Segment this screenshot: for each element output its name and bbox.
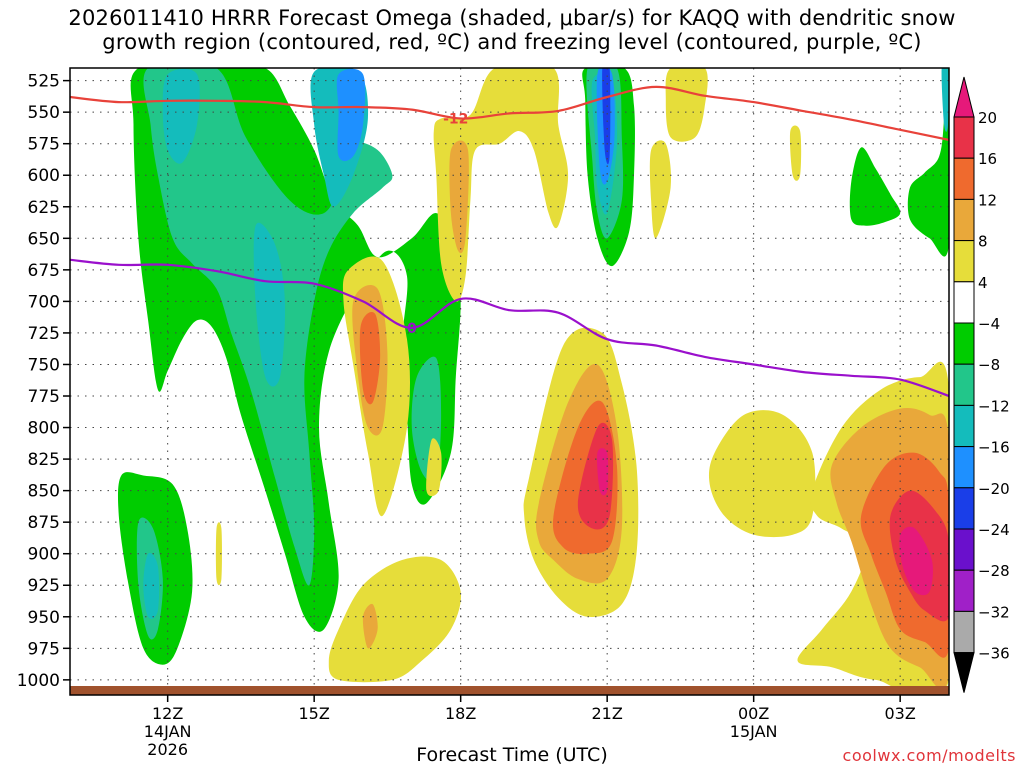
pressure-tick-label: 525 [28,72,60,92]
colorbar-label: 12 [978,191,997,209]
colorbar-swatch [953,116,975,159]
omega-region-gold [449,140,469,254]
omega-region-yellow [789,125,802,181]
time-tick-label: 00Z [738,704,769,723]
colorbar-label: −36 [978,645,1010,663]
pressure-tick-label: 875 [28,513,60,533]
colorbar-swatch [953,569,975,612]
pressure-tick-label: 600 [28,166,60,186]
colorbar-label: 8 [978,233,988,251]
colorbar-swatch [953,610,975,654]
colorbar-label: −20 [978,480,1010,498]
omega-colorbar: 20 16 12 8 4 −4 −8 −12 −16 −20 −24 −28 −32 −36 [953,76,1010,693]
colorbar-label: −24 [978,521,1010,539]
omega-region-yellow [328,556,462,683]
colorbar-swatch [953,198,975,242]
colorbar-bottom-arrow [953,652,975,693]
time-tick-label: 18Z [445,704,476,723]
omega-region-teal [143,552,160,619]
pressure-tick-label: 650 [28,229,60,249]
omega-region-teal [253,222,286,387]
time-tick-year: 2026 [147,740,188,759]
omega-region-magenta [597,448,609,496]
omega-region-gold [362,603,378,649]
time-tick-label: 21Z [592,704,623,723]
omega-shading [117,68,949,695]
omega-region-yellow [708,410,816,538]
chart-title-line-2: growth region (contoured, red, ºC) and f… [102,30,922,54]
colorbar-swatch [953,240,975,283]
colorbar-swatch [953,446,975,489]
omega-region-lightblue [336,68,366,162]
dgz-contour-line [70,85,949,141]
colorbar-swatch [953,363,975,406]
freezing-level-contour-label: 0 [407,321,417,337]
pressure-tick-label: 550 [28,103,60,123]
pressure-tick-label: 825 [28,450,60,470]
omega-region-magenta [899,526,933,596]
colorbar-swatch [953,404,975,448]
ground-terrain [70,686,949,695]
pressure-tick-label: 700 [28,292,60,312]
colorbar-label: −32 [978,603,1010,621]
pressure-tick-label: 750 [28,355,60,375]
omega-region-yellow [215,522,222,586]
dgz-contour-label: -12 [443,111,468,127]
time-tick-date: 14JAN [144,722,192,741]
pressure-tick-label: 775 [28,387,60,407]
pressure-tick-label: 900 [28,545,60,565]
pressure-tick-label: 575 [28,135,60,155]
pressure-tick-label: 675 [28,261,60,281]
pressure-axis: 525 550 575 600 625 650 675 700 725 750 775 800 825 8… [17,72,70,691]
pressure-tick-label: 625 [28,198,60,218]
colorbar-swatch [953,322,975,365]
time-tick-label: 03Z [885,704,916,723]
colorbar-label: −12 [978,397,1010,415]
colorbar-label: −28 [978,562,1010,580]
source-credit: coolwx.com/modelts [842,746,1016,765]
omega-region-green [907,68,949,257]
plot-frame [69,67,950,696]
pressure-tick-label: 925 [28,576,60,596]
omega-region-yellow [433,68,569,302]
omega-region-teal [162,68,200,164]
pressure-tick-label: 950 [28,608,60,628]
colorbar-swatch [953,528,975,571]
colorbar-label: 20 [978,109,997,127]
time-tick-label: 15Z [299,704,330,723]
colorbar-label: 4 [978,274,988,292]
pressure-tick-label: 975 [28,639,60,659]
colorbar-label: −16 [978,439,1010,457]
colorbar-label: −4 [978,315,1000,333]
pressure-tick-label: 1000 [17,671,60,691]
x-axis-label: Forecast Time (UTC) [416,744,608,766]
contour-lines: -12 0 [70,85,949,398]
time-tick-date: 15JAN [730,722,778,741]
omega-region-yellow [649,140,672,239]
omega-region-orange [359,311,381,405]
colorbar-top-arrow [953,76,975,118]
colorbar-swatch [953,157,975,200]
omega-region-yellow [665,68,708,142]
pressure-tick-label: 800 [28,419,60,439]
chart-title-line-1: 2026011410 HRRR Forecast Omega (shaded, … [68,6,956,30]
omega-region-teal [941,68,949,132]
colorbar-label: 16 [978,150,997,168]
freezing-level-contour-line [70,258,949,398]
chart-title: 2026011410 HRRR Forecast Omega (shaded, … [0,6,1024,54]
omega-region-blue [602,68,611,165]
time-tick-label: 12Z [152,704,183,723]
omega-region-yellow [426,438,442,497]
omega-region-green [849,147,901,226]
colorbar-swatch [953,487,975,530]
colorbar-label: −8 [978,356,1000,374]
pressure-tick-label: 725 [28,324,60,344]
colorbar-swatch [953,281,975,324]
pressure-tick-label: 850 [28,482,60,502]
omega-region-green [230,73,266,178]
